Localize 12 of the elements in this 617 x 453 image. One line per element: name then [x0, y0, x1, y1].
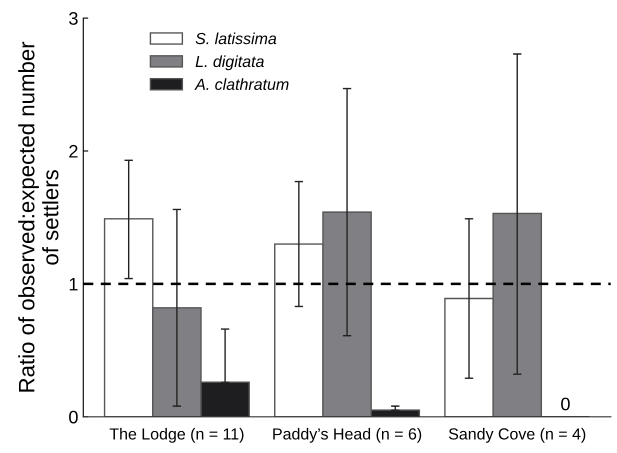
- y-tick-label: 1: [70, 278, 78, 290]
- x-tick-label: Sandy Cove (n = 4): [448, 428, 586, 443]
- y-tick-label: 2: [69, 144, 78, 158]
- y-tick-label: 3: [69, 12, 78, 25]
- y-axis-title: Ratio of observed:expected number of settlers: [18, 42, 58, 392]
- x-tick-label: Paddy’s Head (n = 6): [273, 428, 422, 443]
- legend-label: A. clathratum: [194, 78, 288, 90]
- x-tick-label: The Lodge (n = 11): [110, 428, 244, 443]
- legend-label: L. digitata: [196, 55, 264, 70]
- data-label: 0: [561, 398, 570, 410]
- y-tick-label: 0: [69, 410, 78, 424]
- legend-label: S. latissima: [196, 32, 276, 44]
